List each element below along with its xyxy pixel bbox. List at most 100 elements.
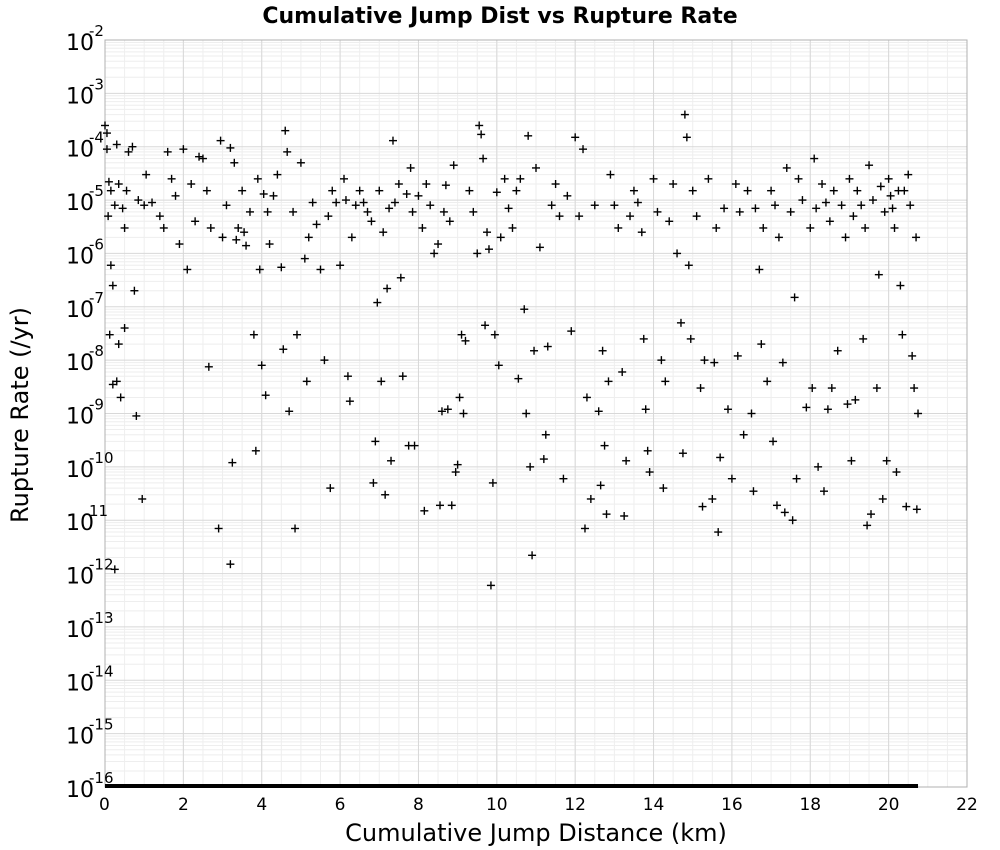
- y-tick-exponent: -3: [89, 75, 104, 93]
- data-point: [790, 293, 799, 302]
- data-point: [367, 217, 376, 226]
- data-point: [610, 201, 619, 210]
- data-point: [116, 393, 125, 402]
- data-point: [508, 223, 517, 232]
- y-tick-label: 10: [66, 778, 94, 803]
- data-point: [863, 521, 872, 530]
- data-point: [665, 217, 674, 226]
- data-point: [604, 377, 613, 386]
- data-point: [892, 468, 901, 477]
- data-point: [242, 241, 251, 250]
- data-point: [829, 186, 838, 195]
- data-point: [255, 265, 264, 274]
- data-point: [426, 201, 435, 210]
- data-point: [324, 212, 333, 221]
- data-point: [453, 460, 462, 469]
- data-point: [645, 468, 654, 477]
- data-point: [336, 261, 345, 270]
- data-point: [600, 441, 609, 450]
- data-point: [106, 186, 115, 195]
- y-tick-label: 10: [66, 298, 94, 323]
- data-point: [912, 505, 921, 514]
- data-point: [708, 494, 717, 503]
- data-point: [398, 372, 407, 381]
- data-point: [898, 330, 907, 339]
- y-tick-label: 10: [66, 618, 94, 643]
- data-point: [812, 204, 821, 213]
- data-point: [118, 204, 127, 213]
- data-point: [620, 511, 629, 520]
- data-point: [700, 356, 709, 365]
- data-point: [912, 233, 921, 242]
- data-point: [130, 286, 139, 295]
- x-axis-label: Cumulative Jump Distance (km): [345, 819, 727, 847]
- data-point: [530, 346, 539, 355]
- data-point: [633, 198, 642, 207]
- data-point: [371, 437, 380, 446]
- data-point: [673, 249, 682, 258]
- data-point: [849, 212, 858, 221]
- data-point: [798, 196, 807, 205]
- y-tick-label: 10: [66, 244, 94, 269]
- data-point: [843, 400, 852, 409]
- data-point: [402, 189, 411, 198]
- data-point: [269, 191, 278, 200]
- data-point: [345, 397, 354, 406]
- data-point: [340, 174, 349, 183]
- data-point: [643, 446, 652, 455]
- data-point: [861, 223, 870, 232]
- data-point: [230, 158, 239, 167]
- data-point: [686, 334, 695, 343]
- data-point: [320, 356, 329, 365]
- y-axis-ticks: 10-210-310-410-510-610-710-810-910-10101…: [66, 22, 114, 803]
- data-point: [434, 240, 443, 249]
- data-point: [343, 372, 352, 381]
- y-tick-exponent: -4: [89, 129, 104, 147]
- data-point: [524, 131, 533, 140]
- data-point: [772, 501, 781, 510]
- data-point: [443, 405, 452, 414]
- data-point: [696, 384, 705, 393]
- data-point: [606, 170, 615, 179]
- data-point: [486, 581, 495, 590]
- data-point: [104, 212, 113, 221]
- data-point: [106, 261, 115, 270]
- data-point: [778, 358, 787, 367]
- data-point: [602, 510, 611, 519]
- data-point: [469, 207, 478, 216]
- data-point: [114, 340, 123, 349]
- data-point: [355, 186, 364, 195]
- data-point: [328, 186, 337, 195]
- data-point: [202, 186, 211, 195]
- data-point: [265, 240, 274, 249]
- data-point: [837, 201, 846, 210]
- data-point: [716, 453, 725, 462]
- data-point: [788, 516, 797, 525]
- data-point: [128, 142, 137, 151]
- y-tick-label: 10: [66, 511, 94, 536]
- data-point: [175, 240, 184, 249]
- y-tick-exponent: -7: [89, 289, 104, 307]
- data-point: [110, 201, 119, 210]
- data-point: [872, 384, 881, 393]
- data-point: [579, 145, 588, 154]
- data-point: [488, 478, 497, 487]
- data-point: [682, 133, 691, 142]
- x-tick-label: 10: [486, 795, 508, 815]
- data-point: [375, 186, 384, 195]
- data-point: [373, 298, 382, 307]
- y-tick-exponent: 11: [89, 502, 108, 520]
- data-point: [698, 502, 707, 511]
- data-point: [232, 235, 241, 244]
- data-point: [868, 196, 877, 205]
- data-point: [649, 174, 658, 183]
- y-tick-label: 10: [66, 191, 94, 216]
- data-point: [676, 318, 685, 327]
- data-point: [394, 180, 403, 189]
- data-point: [669, 180, 678, 189]
- data-point: [475, 121, 484, 130]
- y-tick-exponent: -9: [89, 396, 104, 414]
- data-point: [882, 456, 891, 465]
- data-point: [747, 409, 756, 418]
- data-point: [902, 502, 911, 511]
